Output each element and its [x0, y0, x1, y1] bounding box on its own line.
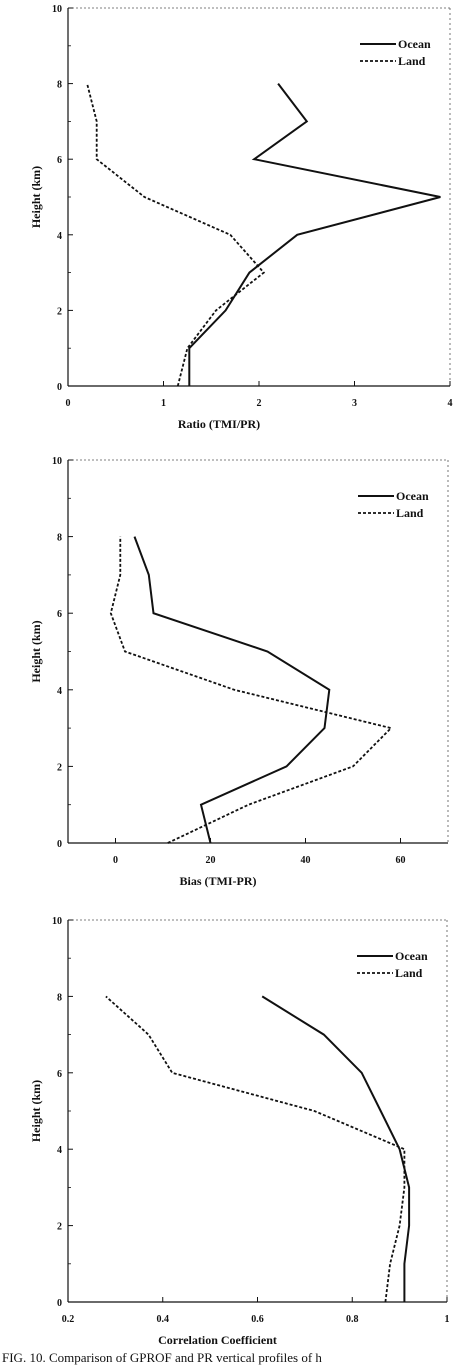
- series-line-ocean: [261, 995, 411, 1302]
- series-line-ocean: [188, 82, 441, 386]
- y-tick-label: 0: [57, 839, 62, 850]
- y-tick-label: 4: [57, 686, 62, 697]
- legend-label-land: Land: [395, 966, 423, 980]
- x-tick-label: 0.2: [62, 1314, 75, 1325]
- figure-caption: FIG. 10. Comparison of GPROF and PR vert…: [2, 1350, 322, 1365]
- y-tick-label: 0: [57, 382, 62, 393]
- y-tick-label: 4: [57, 1145, 62, 1156]
- series-line-land: [86, 83, 266, 387]
- legend-label-land: Land: [396, 506, 424, 520]
- y-tick-label: 2: [57, 1222, 62, 1233]
- y-tick-label: 8: [57, 80, 62, 91]
- legend-label-ocean: Ocean: [395, 949, 428, 963]
- legend-label-ocean: Ocean: [398, 37, 431, 51]
- y-tick-label: 10: [52, 916, 62, 927]
- x-tick-label: 0: [113, 855, 118, 866]
- y-tick-label: 10: [52, 456, 62, 467]
- x-tick-label: 20: [206, 855, 216, 866]
- chart-panel-1: 0 2 4 6 8 10 0 1 2 3 4 Ratio (TMI/PR) Height (km) Oce…: [29, 4, 453, 431]
- x-tick-label: 40: [301, 855, 311, 866]
- y-tick-label: 6: [57, 155, 62, 166]
- x-tick-label: 3: [352, 398, 357, 409]
- x-tick-label: 4: [448, 398, 453, 409]
- y-tick-label: 6: [57, 609, 62, 620]
- y-tick-label: 2: [57, 306, 62, 317]
- y-axis-label: Height (km): [29, 166, 43, 228]
- chart-panel-2: 0 2 4 6 8 10 0 20 40 60 Bias (TMI-PR) Height (km) Oc…: [29, 456, 449, 888]
- legend-label-land: Land: [398, 54, 426, 68]
- x-tick-label: 1: [445, 1314, 450, 1325]
- x-axis-label: Correlation Coefficient: [158, 1333, 277, 1347]
- y-tick-label: 8: [57, 992, 62, 1003]
- chart-panel-3: 0 2 4 6 8 10 0.2 0.4 0.6 0.8 1 Correlation Coeffici…: [29, 916, 450, 1347]
- series-line-land: [105, 995, 406, 1303]
- x-axis-label: Ratio (TMI/PR): [178, 417, 260, 431]
- y-axis-label: Height (km): [29, 1080, 43, 1142]
- y-tick-label: 4: [57, 231, 62, 242]
- x-tick-label: 0.4: [157, 1314, 170, 1325]
- legend-label-ocean: Ocean: [396, 489, 429, 503]
- x-tick-label: 2: [257, 398, 262, 409]
- x-tick-label: 0.8: [346, 1314, 359, 1325]
- x-axis-label: Bias (TMI-PR): [180, 874, 257, 888]
- y-tick-label: 8: [57, 533, 62, 544]
- y-tick-label: 10: [52, 4, 62, 15]
- y-axis-label: Height (km): [29, 620, 43, 682]
- series-line-ocean: [133, 536, 331, 844]
- x-tick-label: 0: [66, 398, 71, 409]
- y-tick-label: 6: [57, 1069, 62, 1080]
- x-tick-label: 1: [161, 398, 166, 409]
- y-tick-label: 0: [57, 1298, 62, 1309]
- x-tick-label: 0.6: [251, 1314, 264, 1325]
- x-tick-label: 60: [396, 855, 406, 866]
- y-tick-label: 2: [57, 762, 62, 773]
- series-line-land: [109, 536, 393, 844]
